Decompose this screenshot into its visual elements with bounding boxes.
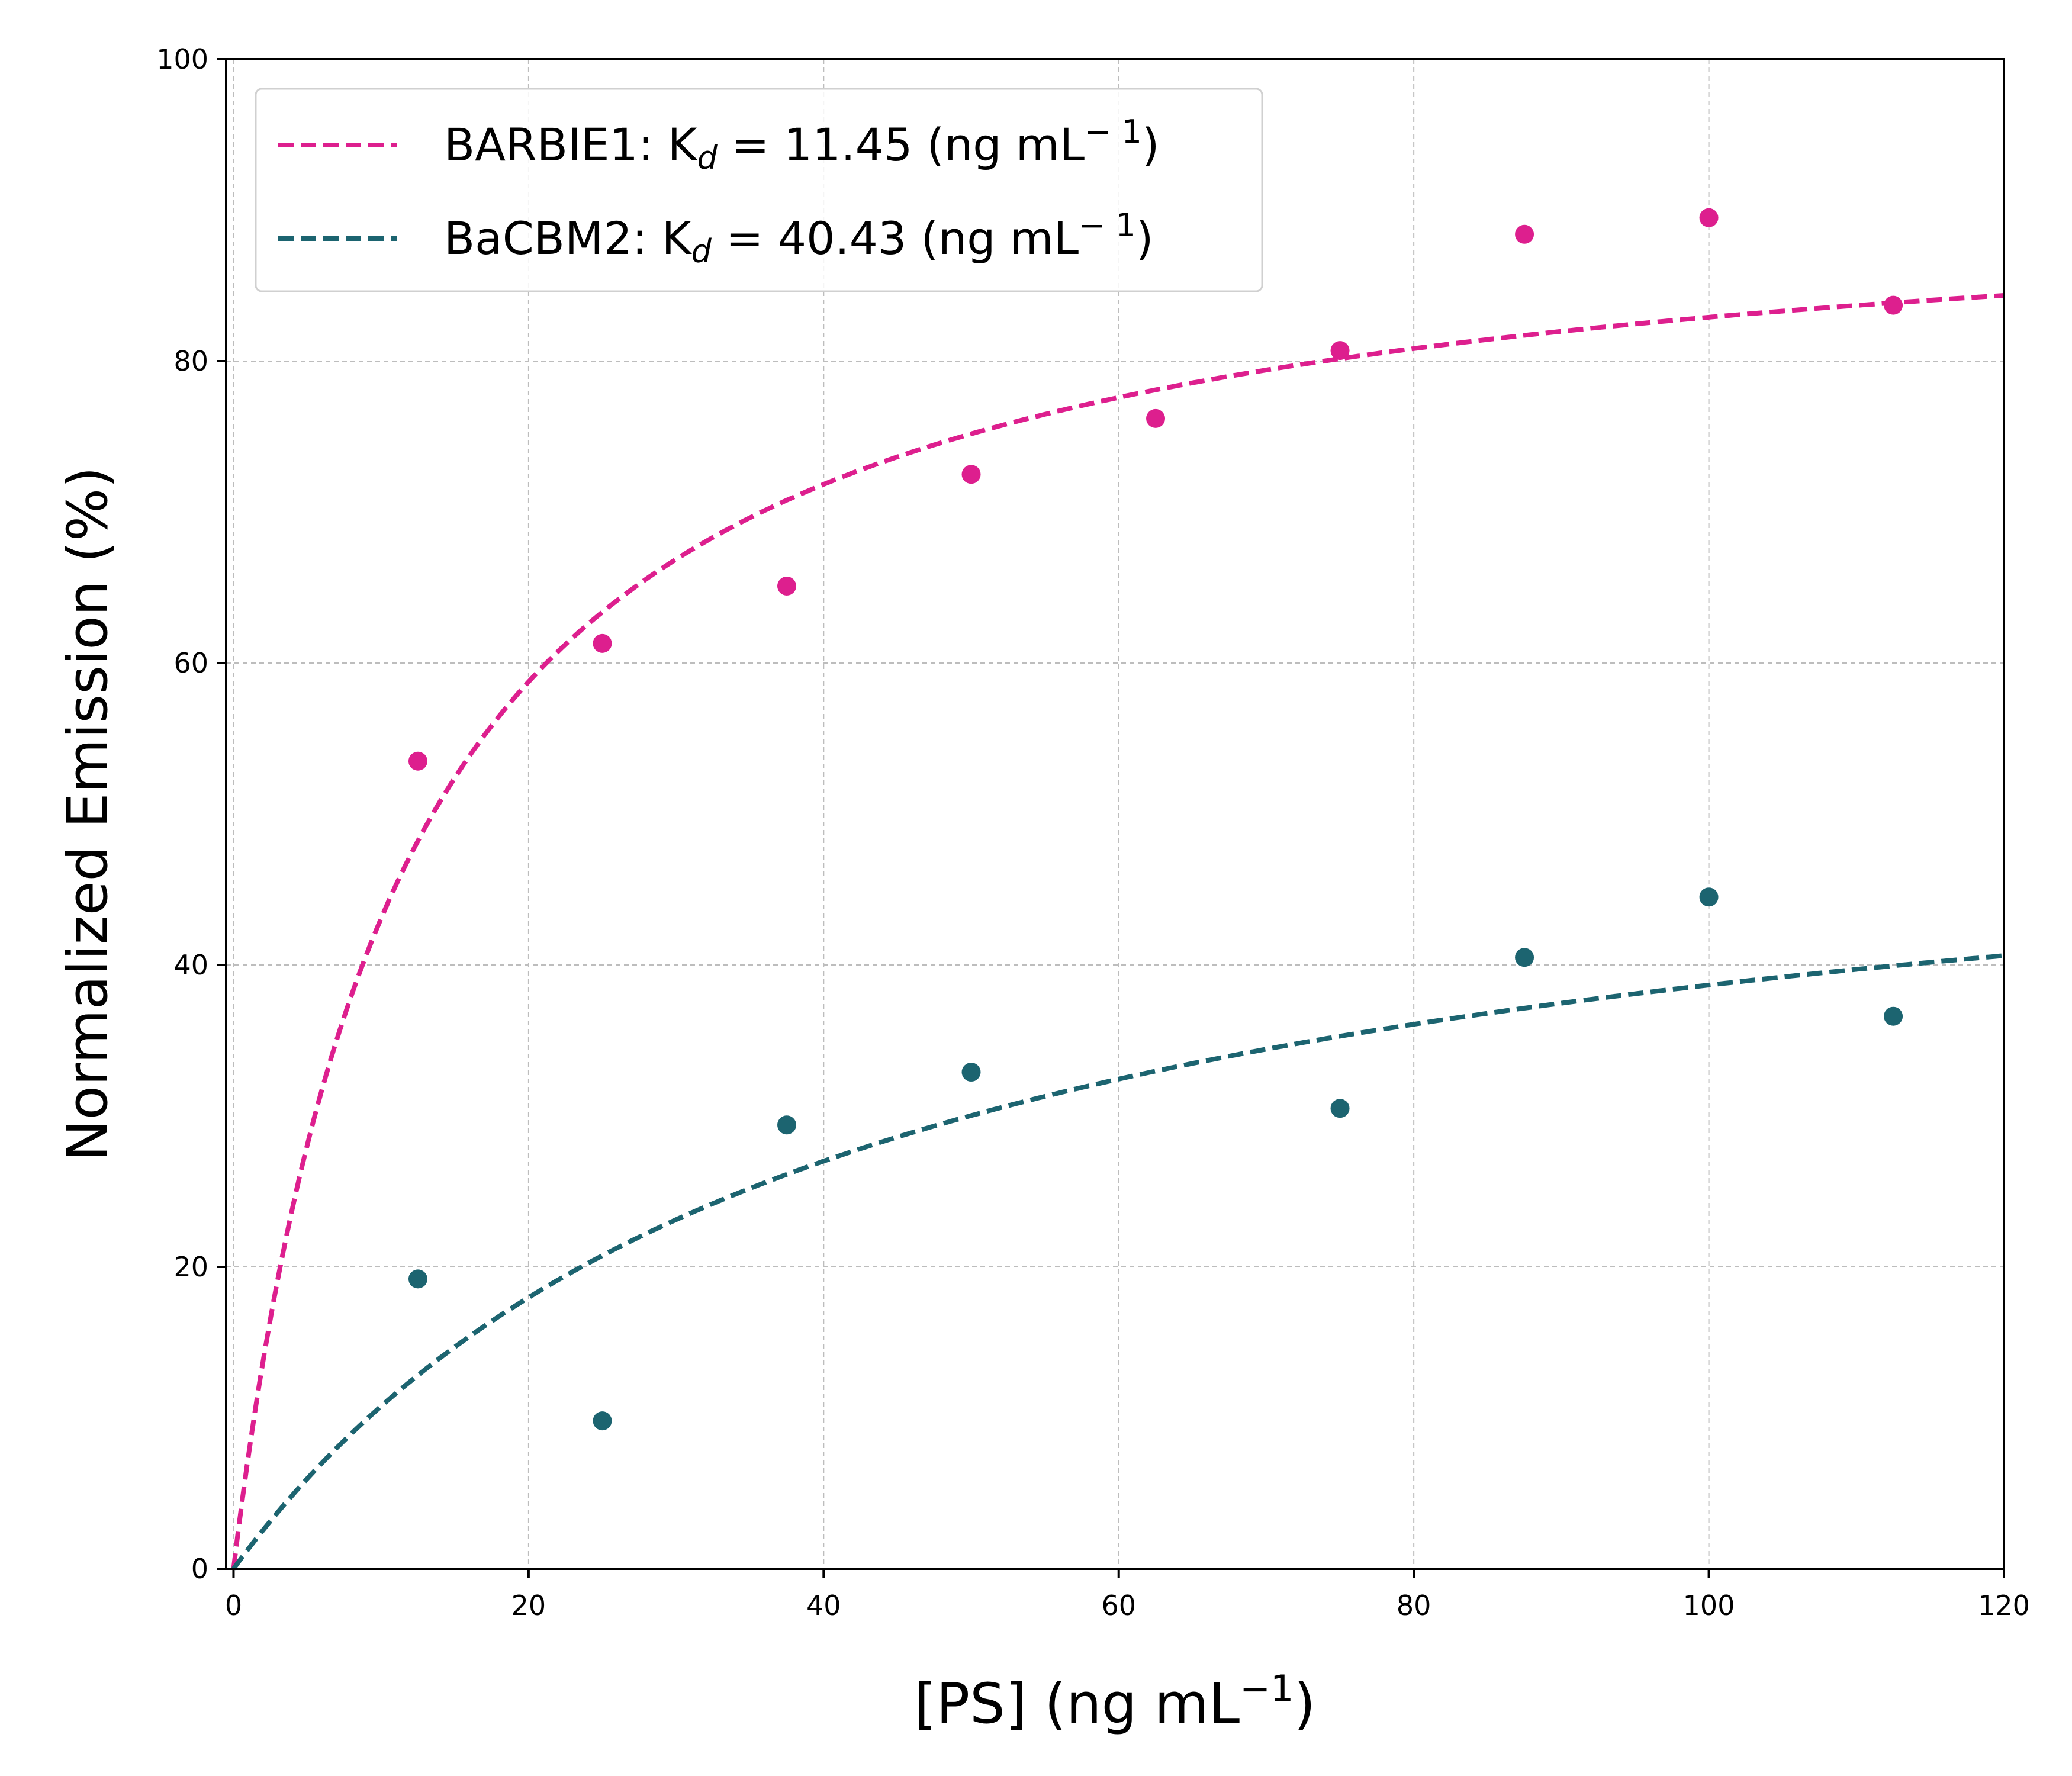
data-point-barbie1 [777,576,797,596]
data-point-bacbm2 [1330,1099,1350,1118]
y-tick-label: 100 [156,43,208,75]
data-point-bacbm2 [1699,887,1719,907]
x-tick-label: 40 [806,1590,841,1621]
x-tick-label: 0 [225,1590,242,1621]
data-point-barbie1 [1884,295,1903,315]
x-tick-label: 80 [1397,1590,1431,1621]
data-point-bacbm2 [777,1115,797,1135]
data-point-barbie1 [1146,408,1166,428]
data-point-bacbm2 [593,1411,612,1431]
plot-frame [225,58,2005,1570]
x-tick-label: 60 [1101,1590,1136,1621]
fit-curves [231,293,2005,1571]
legend-box [255,88,1263,292]
data-point-barbie1 [1515,224,1534,244]
legend-entry-barbie1: BARBIE1: Kd = 11.45 (ng mL− 1) [278,113,1160,176]
data-point-bacbm2 [1884,1006,1903,1026]
y-tick-label: 60 [173,647,208,679]
fit-curve-barbie1 [231,293,2005,1569]
data-point-barbie1 [961,465,981,484]
data-points [408,208,1903,1431]
axis-ticks: 0 20 40 60 80 100 120 0 20 40 60 80 100 [156,43,2030,1621]
y-tick-label: 40 [173,949,208,981]
legend-label-bacbm2: BaCBM2: Kd = 40.43 (ng mL− 1) [444,207,1154,270]
x-tick-label: 20 [511,1590,546,1621]
y-axis-title: Normalized Emission (%) [56,466,120,1162]
legend-entry-bacbm2: BaCBM2: Kd = 40.43 (ng mL− 1) [278,207,1154,270]
x-tick-label: 100 [1683,1590,1735,1621]
data-point-barbie1 [593,633,612,653]
fit-curve-bacbm2 [231,953,2005,1571]
data-point-barbie1 [1699,208,1719,227]
y-tick-label: 80 [173,345,208,377]
legend: BARBIE1: Kd = 11.45 (ng mL− 1) BaCBM2: K… [255,88,1263,292]
legend-label-barbie1: BARBIE1: Kd = 11.45 (ng mL− 1) [444,113,1160,176]
x-axis-title: [PS] (ng mL−1) [915,1667,1315,1736]
data-point-bacbm2 [408,1269,427,1289]
y-tick-label: 0 [191,1553,208,1585]
data-point-barbie1 [1330,341,1350,361]
data-point-bacbm2 [1515,948,1534,967]
y-tick-label: 20 [173,1251,208,1283]
data-point-barbie1 [408,751,427,771]
x-tick-label: 120 [1978,1590,2030,1621]
data-point-bacbm2 [961,1063,981,1082]
